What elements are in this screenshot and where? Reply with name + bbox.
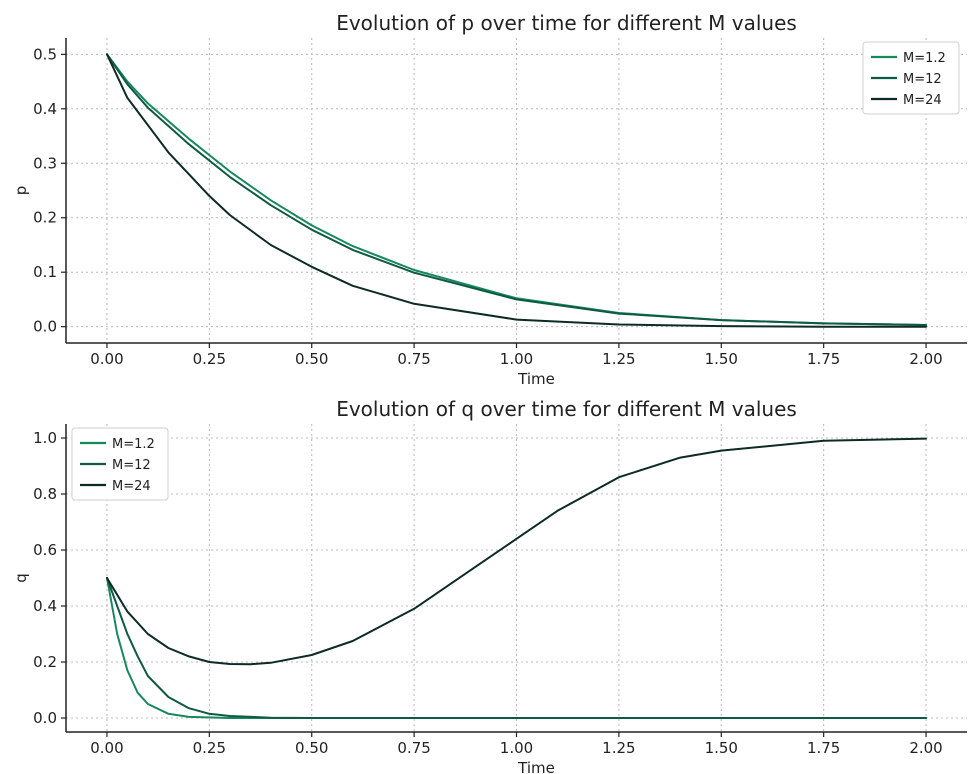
x-tick-label: 1.75 — [807, 739, 840, 757]
x-tick-label: 1.00 — [500, 350, 533, 368]
chart-title: Evolution of p over time for different M… — [336, 11, 797, 35]
x-tick-label: 2.00 — [909, 350, 942, 368]
y-tick-label: 1.0 — [33, 429, 57, 447]
legend-label: M=1.2 — [112, 437, 155, 452]
legend-label: M=1.2 — [903, 51, 946, 66]
y-tick-label: 0.5 — [33, 45, 57, 63]
x-tick-label: 1.00 — [500, 739, 533, 757]
series-line-m-24 — [106, 53, 927, 328]
x-tick-label: 0.25 — [193, 739, 226, 757]
x-tick-label: 0.75 — [397, 739, 430, 757]
x-tick-label: 1.25 — [602, 350, 635, 368]
legend: M=1.2 M=12 M=24 — [71, 427, 169, 501]
legend-box — [862, 41, 960, 115]
x-tick-label: 1.25 — [602, 739, 635, 757]
x-tick-label: 0.00 — [90, 739, 123, 757]
x-tick-label: 1.75 — [807, 350, 840, 368]
legend-label: M=12 — [903, 72, 942, 87]
x-tick-label: 1.50 — [705, 350, 738, 368]
x-tick-label: 0.75 — [397, 350, 430, 368]
chart-title: Evolution of q over time for different M… — [336, 397, 797, 421]
y-tick-label: 0.3 — [33, 154, 57, 172]
y-tick-label: 0.0 — [33, 318, 57, 336]
y-axis-label: q — [12, 573, 30, 583]
y-tick-label: 0.0 — [33, 709, 57, 727]
chart-q: 0.00 0.25 0.50 0.75 1.00 1.25 1.50 1.75 2.00 0.0 0… — [12, 397, 967, 774]
legend-box — [71, 427, 169, 501]
x-tick-label: 0.50 — [295, 739, 328, 757]
y-tick-label: 0.4 — [33, 597, 57, 615]
series-line-m-24 — [106, 437, 927, 666]
y-tick-label: 0.4 — [33, 100, 57, 118]
legend-label: M=12 — [112, 458, 151, 473]
legend-label: M=24 — [112, 479, 151, 494]
legend-label: M=24 — [903, 93, 942, 108]
y-tick-label: 0.1 — [33, 263, 57, 281]
x-tick-label: 0.25 — [193, 350, 226, 368]
x-tick-label: 0.50 — [295, 350, 328, 368]
x-axis-label: Time — [517, 759, 555, 774]
x-tick-label: 2.00 — [909, 739, 942, 757]
y-tick-label: 0.8 — [33, 485, 57, 503]
x-axis-label: Time — [517, 370, 555, 388]
x-tick-label: 0.00 — [90, 350, 123, 368]
series-line-m-12 — [106, 577, 927, 719]
y-tick-label: 0.2 — [33, 653, 57, 671]
y-tick-label: 0.2 — [33, 209, 57, 227]
y-axis-label: p — [12, 186, 30, 196]
x-tick-label: 1.50 — [705, 739, 738, 757]
series-line-m-12 — [106, 53, 927, 326]
chart-p: 0.00 0.25 0.50 0.75 1.00 1.25 1.50 1.75 2.00 0.0 0… — [12, 11, 967, 388]
y-tick-label: 0.6 — [33, 541, 57, 559]
legend: M=1.2 M=12 M=24 — [862, 41, 960, 115]
